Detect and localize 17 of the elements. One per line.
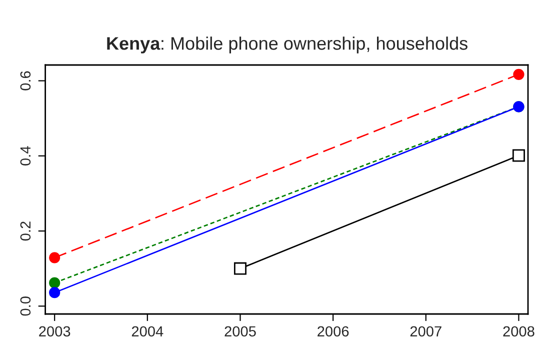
point	[234, 262, 246, 275]
point	[49, 252, 60, 264]
point	[513, 68, 524, 80]
y-tick-label: 0.6	[20, 71, 31, 90]
x-tick-label: 2007	[410, 326, 442, 337]
y-tick-label: 0.4	[20, 146, 31, 166]
chart-title: Kenya: Mobile phone ownership, households	[107, 36, 468, 54]
point	[49, 287, 60, 298]
point	[512, 149, 525, 162]
x-tick-label: 2003	[39, 326, 70, 337]
x-tick-label: 2006	[318, 326, 349, 337]
x-tick-label: 2004	[132, 326, 164, 337]
x-tick-label: 2005	[224, 326, 256, 337]
y-tick-label: 0.0	[20, 296, 31, 316]
x-tick-label: 2008	[503, 326, 534, 337]
point	[49, 277, 60, 288]
y-tick-label: 0.2	[20, 222, 31, 241]
